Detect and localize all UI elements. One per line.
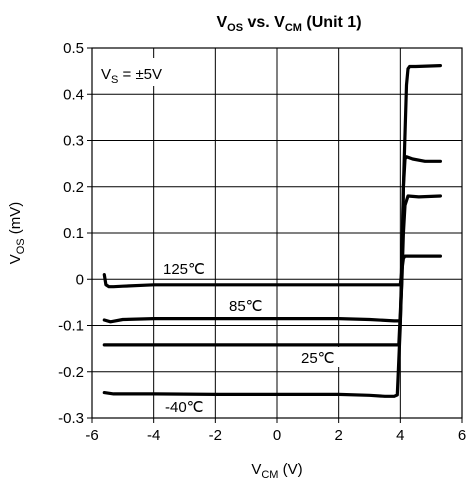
supply-label-bg [97,58,185,86]
x-tick-label: -6 [85,427,98,444]
anno-part: V [101,66,111,83]
label-minus40c: -40℃ [165,399,204,416]
plot-frame [91,47,463,419]
y-tick-label: 0.5 [63,40,84,57]
x-tick-label: 2 [334,427,342,444]
xlabel-part: V [251,461,261,478]
y-axis-label: VOS (mV) [7,202,27,265]
xlabel-part: (V) [278,461,302,478]
x-tick-labels: -6 -4 -2 0 2 4 6 [85,427,466,444]
x-tick-label: 4 [396,427,404,444]
y-tick-label: 0 [76,271,84,288]
y-tick-label: -0.2 [58,364,84,381]
chart-title: VOS vs. VCM (Unit 1) [216,14,361,34]
gridlines [87,47,463,423]
label-25c: 25℃ [301,350,335,367]
label-125c: 125℃ [163,261,205,278]
supply-voltage-label: VS = ±5V [101,66,162,86]
series-line [102,254,442,289]
ylabel-sub: OS [15,238,27,254]
series-line [102,194,442,324]
ylabel-part: V [7,254,24,264]
title-part: (Unit 1) [302,14,362,31]
y-tick-labels: -0.3 -0.2 -0.1 0 0.1 0.2 0.3 0.4 0.5 [58,40,84,427]
x-tick-label: -4 [147,427,160,444]
y-tick-label: 0.1 [63,225,84,242]
y-tick-label: 0.3 [63,133,84,150]
label-bg [162,396,214,416]
anno-part: = ±5V [118,66,162,83]
title-part: vs. V [243,14,285,31]
y-tick-label: -0.1 [58,318,84,335]
xlabel-sub: CM [261,469,278,481]
title-sub: OS [227,22,243,34]
ylabel-part: (mV) [7,202,24,239]
x-tick-label: -2 [209,427,222,444]
series-curves [102,63,442,398]
title-part: V [216,14,227,31]
series-line [102,155,442,347]
label-bg [160,258,214,278]
x-tick-label: 6 [458,427,466,444]
y-tick-label: -0.3 [58,410,84,427]
y-tick-label: 0.2 [63,179,84,196]
series-line [102,63,442,398]
label-bg [298,347,346,367]
anno-sub: S [111,74,118,86]
title-sub: CM [285,22,302,34]
x-tick-label: 0 [273,427,281,444]
x-axis-label: VCM (V) [251,461,302,481]
label-bg [225,295,271,315]
y-tick-label: 0.4 [63,86,84,103]
label-85c: 85℃ [229,298,263,315]
